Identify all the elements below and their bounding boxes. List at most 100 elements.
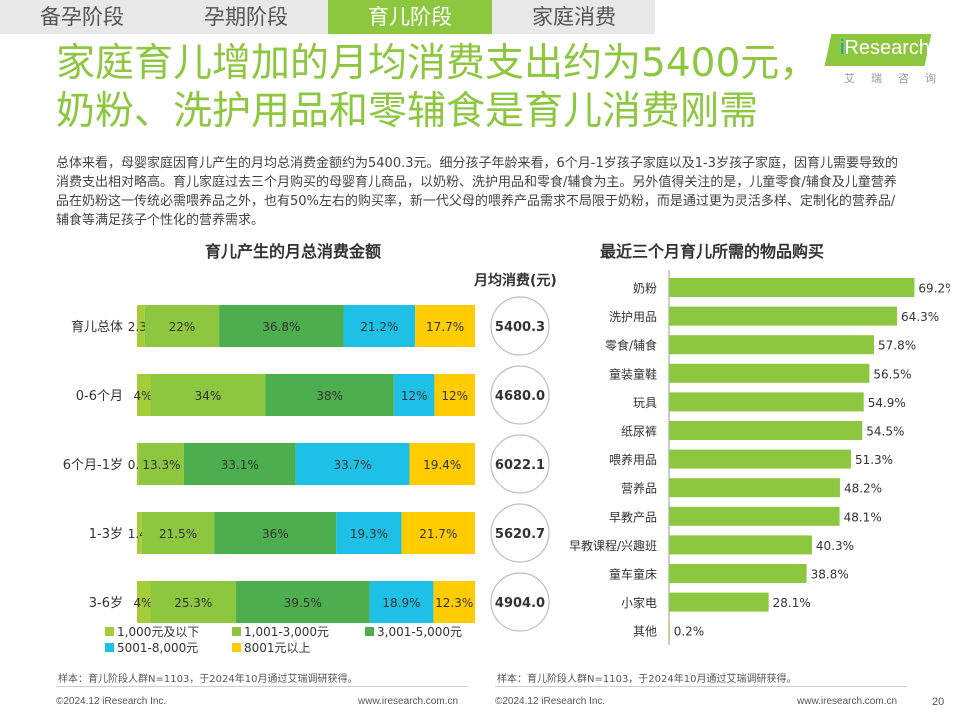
logo-i: i — [840, 37, 845, 59]
bar — [669, 306, 898, 326]
category-label: 童车童床 — [609, 567, 657, 582]
average-spend-circle — [490, 434, 550, 494]
segment-value-label: 19.3% — [350, 527, 388, 541]
logo-wordmark: iResearch — [840, 37, 930, 60]
bar-value-label: 0.2% — [674, 625, 705, 639]
bar — [669, 564, 807, 583]
legend-label: 5001-8,000元 — [117, 641, 198, 655]
bar-value-label: 69.2% — [918, 282, 950, 296]
stacked-bar-segment — [139, 443, 184, 485]
legend-label: 1,000元及以下 — [117, 625, 199, 639]
average-spend-circle — [490, 296, 550, 356]
footer-url-right[interactable]: www.iresearch.com.cn — [797, 696, 898, 707]
stacked-bar-segment — [393, 374, 435, 416]
stacked-bar-segment — [409, 443, 475, 485]
stacked-bar-segment — [137, 581, 151, 623]
category-label: 小家电 — [621, 595, 657, 610]
tab-family-consumption[interactable]: 家庭消费 — [532, 5, 616, 29]
stacked-bar-segment — [214, 512, 337, 554]
bar — [669, 392, 864, 412]
legend-swatch — [365, 627, 374, 636]
bar — [669, 535, 812, 555]
left-sample-note: 样本：育儿阶段人群N=1103，于2024年10月通过艾瑞调研获得。 — [58, 674, 358, 685]
footer-divider-left — [56, 686, 468, 687]
purchase-rate-bar-chart: 奶粉 69.2% 洗护用品 64.3% 零食/辅食 57.8% 童装童鞋 56.5% 玩具 54.… — [569, 270, 950, 645]
stacked-bar-segment — [150, 581, 237, 623]
segment-value-label: 17.7% — [426, 320, 464, 334]
category-label: 洗护用品 — [609, 310, 657, 324]
bar-value-label: 54.5% — [866, 425, 904, 439]
category-label: 喂养用品 — [609, 452, 657, 467]
stacked-bar-segment — [295, 443, 410, 485]
bar-value-label: 28.1% — [773, 596, 811, 610]
segment-value-label: 21.2% — [360, 320, 398, 334]
logo-research: Research — [844, 37, 931, 59]
stacked-bar-segment — [137, 443, 140, 485]
stacked-bar-segment — [236, 581, 370, 623]
bar — [669, 335, 874, 355]
segment-value-label: 12% — [441, 389, 468, 403]
average-spend-circle — [490, 503, 550, 563]
tab-pregnancy[interactable]: 孕期阶段 — [204, 5, 288, 29]
footer-url-left[interactable]: www.iresearch.com.cn — [358, 696, 459, 707]
category-label: 1-3岁 — [89, 527, 123, 542]
iresearch-logo: iResearch 艾瑞咨询 — [824, 34, 936, 88]
right-chart-title: 最近三个月育儿所需的物品购买 — [600, 242, 825, 261]
average-spend-value: 4904.0 — [495, 596, 545, 611]
bar — [669, 449, 851, 469]
bar-value-label: 57.8% — [878, 339, 916, 353]
segment-value-label: 12% — [401, 389, 428, 403]
segment-value-label: 18.9% — [382, 596, 420, 610]
bar — [669, 621, 670, 641]
legend-swatch — [232, 627, 241, 636]
stacked-bar-segment — [137, 374, 151, 416]
segment-value-label: 25.3% — [174, 596, 212, 610]
bar — [669, 478, 840, 498]
monthly-spend-stacked-chart: 育儿总体 2.3% 22% 36.8% 21.2% 17.7% 5400.30-6个月 4% 3… — [63, 296, 550, 655]
stacked-bar-segment — [141, 512, 215, 554]
legend-swatch — [105, 643, 114, 652]
category-label: 3-6岁 — [89, 596, 123, 611]
right-sample-note: 样本：育儿阶段人群N=1103，于2024年10月通过艾瑞调研获得。 — [497, 674, 797, 685]
page-title: 家庭育儿增加的月均消费支出约为5400元， 奶粉、洗护用品和零辅食是育儿消费刚需 — [56, 40, 876, 136]
category-label: 其他 — [633, 625, 657, 639]
left-chart-title: 育儿产生的月总消费金额 — [205, 242, 382, 261]
category-label: 早教产品 — [609, 509, 657, 524]
segment-value-label: 12.3% — [435, 596, 473, 610]
footer-divider-right — [495, 686, 907, 687]
bar-value-label: 51.3% — [855, 453, 893, 467]
bar-value-label: 56.5% — [873, 367, 911, 381]
title-line-1: 家庭育儿增加的月均消费支出约为5400元， — [56, 41, 819, 86]
segment-value-label: 19.4% — [423, 458, 461, 472]
legend-swatch — [105, 627, 114, 636]
average-spend-value: 6022.1 — [495, 458, 545, 473]
stacked-bar-segment — [433, 581, 475, 623]
page-number: 20 — [932, 696, 945, 708]
logo-subtitle: 艾瑞咨询 — [844, 72, 952, 85]
segment-value-label: 22% — [169, 320, 196, 334]
bar — [669, 363, 870, 383]
bar — [669, 421, 863, 440]
segment-value-label: 34% — [195, 389, 222, 403]
bar — [669, 592, 769, 612]
tab-pregnancy-prep[interactable]: 备孕阶段 — [40, 5, 124, 29]
segment-value-label: 33.7% — [334, 458, 372, 472]
legend-label: 3,001-5,000元 — [377, 625, 462, 639]
category-label: 0-6个月 — [76, 389, 123, 404]
tab-parenting[interactable]: 育儿阶段 — [328, 0, 492, 34]
category-label: 纸尿裤 — [621, 425, 657, 439]
average-spend-value: 4680.0 — [495, 389, 545, 404]
footer-copyright-right: ©2024.12 iResearch Inc. — [495, 696, 606, 707]
segment-value-label: 39.5% — [284, 596, 322, 610]
stacked-bar-segment — [183, 443, 296, 485]
segment-value-label: 36.8% — [262, 320, 300, 334]
stage-tab-bar: 备孕阶段 孕期阶段 育儿阶段 家庭消费 — [0, 0, 655, 34]
average-spend-value: 5400.3 — [495, 320, 545, 335]
legend-label: 8001元以上 — [244, 641, 311, 655]
stacked-bar-segment — [369, 581, 434, 623]
average-spend-circle — [490, 365, 550, 425]
stacked-bar-segment — [144, 305, 220, 347]
stacked-bar-segment — [434, 374, 475, 416]
intro-paragraph: 总体来看，母婴家庭因育儿产生的月均总消费金额约为5400.3元。细分孩子年龄来看… — [56, 156, 898, 228]
category-label: 早教课程/兴趣班 — [569, 538, 657, 553]
